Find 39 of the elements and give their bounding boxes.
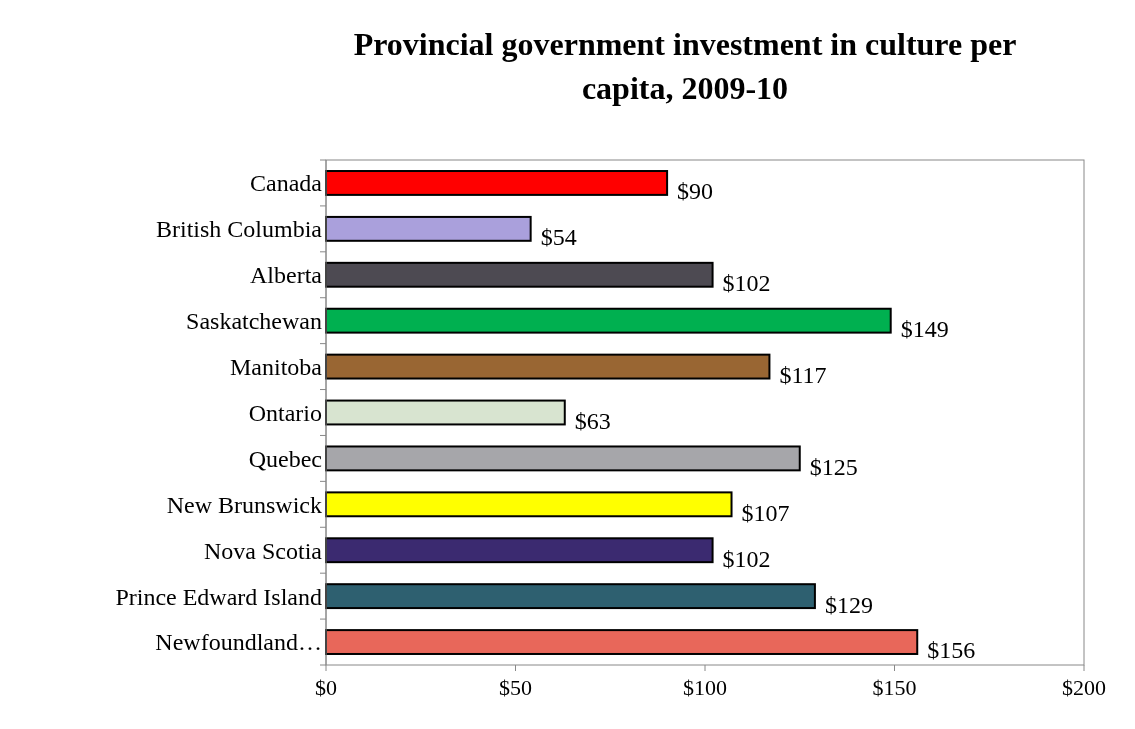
y-tick-label: New Brunswick [166,491,322,518]
x-tick-label: $50 [499,675,532,700]
y-tick-label: Prince Edward Island [115,583,322,610]
x-tick-label: $200 [1062,675,1106,700]
y-tick-label: Quebec [248,445,322,472]
y-tick-label: Saskatchewan [186,308,322,335]
y-tick-label: Canada [250,170,323,197]
bar [325,583,816,610]
bar [325,353,771,380]
y-tick-label: Newfoundland… [155,629,322,656]
bar [325,170,669,196]
data-label: $54 [540,224,577,251]
data-label: $149 [900,316,949,343]
bar [325,491,733,518]
data-label: $102 [722,545,771,572]
y-tick-label: British Columbia [155,216,323,243]
chart-title: Provincial government investment in culture per capita, 2009-10 [353,26,1017,106]
x-tick-label: $100 [683,675,727,700]
y-tick-label: Manitoba [230,353,323,380]
data-label: $125 [809,453,858,480]
data-label: $129 [824,591,873,618]
bar [325,261,714,288]
data-label: $107 [741,499,790,526]
bar [325,307,892,334]
bar [325,629,919,655]
y-tick-label: Alberta [250,262,323,289]
x-tick-label: $150 [872,675,917,700]
y-tick-label: Ontario [248,399,322,426]
data-label: $90 [677,178,714,205]
bar [325,537,714,564]
y-tick-label: Nova Scotia [204,537,323,564]
data-label: $63 [574,407,611,434]
x-tick-label: $0 [315,675,337,700]
data-label: $102 [722,270,771,297]
data-label: $117 [779,361,827,388]
data-label: $156 [927,637,976,664]
bar [325,445,801,472]
bar [325,215,532,242]
bar [325,399,566,426]
